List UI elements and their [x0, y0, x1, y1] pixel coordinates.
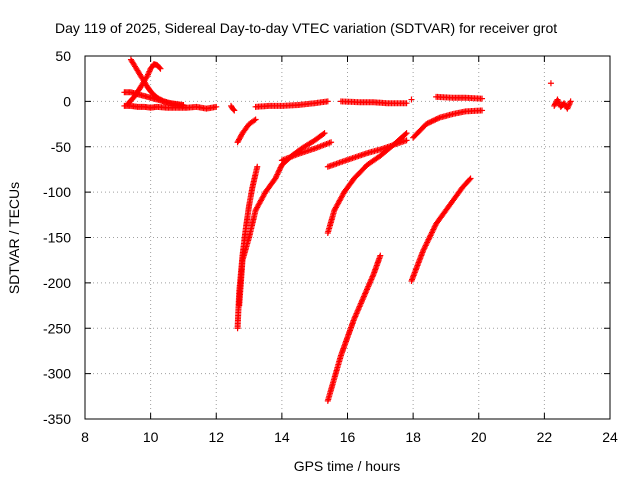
- data-point: [272, 175, 279, 182]
- series-18: [410, 107, 486, 141]
- data-point: [377, 252, 384, 259]
- data-point: [467, 175, 474, 182]
- y-tick-label: -50: [51, 139, 71, 155]
- data-point: [254, 163, 261, 170]
- series-8: [408, 96, 415, 103]
- data-point: [276, 167, 283, 174]
- series-7: [337, 98, 410, 107]
- y-axis-label: SDTVAR / TECUs: [6, 182, 22, 294]
- data-point: [275, 168, 282, 175]
- x-tick-label: 18: [405, 429, 421, 445]
- data-point: [213, 103, 220, 110]
- series-6: [252, 98, 331, 110]
- y-tick-label: -250: [43, 320, 71, 336]
- series-4: [228, 102, 238, 114]
- data-point: [403, 100, 410, 107]
- data-point: [433, 115, 440, 122]
- data-point: [402, 131, 409, 138]
- data-point: [273, 172, 280, 179]
- data-point: [479, 107, 486, 114]
- data-point: [466, 176, 473, 183]
- data-point: [231, 107, 238, 114]
- data-point: [251, 117, 258, 124]
- data-point: [277, 164, 284, 171]
- x-tick-label: 12: [208, 429, 224, 445]
- data-point: [156, 64, 163, 71]
- data-point: [328, 139, 335, 146]
- data-point: [321, 130, 328, 137]
- data-point: [324, 98, 331, 105]
- data-point: [427, 119, 434, 126]
- data-point: [431, 117, 438, 124]
- series-9: [433, 93, 486, 102]
- data-point: [479, 95, 486, 102]
- data-point: [252, 116, 259, 123]
- x-tick-label: 8: [81, 429, 89, 445]
- data-point: [547, 80, 554, 87]
- data-point: [403, 130, 410, 137]
- x-tick-label: 22: [537, 429, 553, 445]
- series-2: [127, 56, 187, 109]
- grid: [85, 56, 610, 419]
- x-tick-label: 14: [274, 429, 290, 445]
- series-17: [324, 252, 384, 404]
- y-tick-label: -100: [43, 184, 71, 200]
- data-point: [230, 106, 237, 113]
- y-tick-label: -200: [43, 275, 71, 291]
- data-point: [567, 98, 574, 105]
- data-point: [435, 115, 442, 122]
- series-10: [547, 80, 554, 87]
- x-axis-label: GPS time / hours: [294, 458, 401, 474]
- x-tick-label: 20: [471, 429, 487, 445]
- series-11: [551, 96, 574, 112]
- series-14: [278, 139, 335, 164]
- data-point: [403, 137, 410, 144]
- data-point: [274, 170, 281, 177]
- data-point: [180, 102, 187, 109]
- series-15: [324, 130, 410, 236]
- data-point: [157, 65, 164, 72]
- data-point: [432, 116, 439, 123]
- series-3: [124, 61, 164, 108]
- y-tick-label: -350: [43, 411, 71, 427]
- data-point: [272, 174, 279, 181]
- x-tick-label: 24: [602, 429, 618, 445]
- series-5: [234, 116, 259, 146]
- y-tick-label: -150: [43, 230, 71, 246]
- x-tick-label: 16: [340, 429, 356, 445]
- series-19: [408, 175, 474, 285]
- data-points: [121, 56, 574, 404]
- series-16: [324, 137, 410, 170]
- y-tick-label: -300: [43, 366, 71, 382]
- y-tick-label: 50: [55, 48, 71, 64]
- data-point: [159, 97, 166, 104]
- data-point: [276, 165, 283, 172]
- data-point: [428, 118, 435, 125]
- data-point: [429, 117, 436, 124]
- data-point: [408, 96, 415, 103]
- chart-title: Day 119 of 2025, Sidereal Day-to-day VTE…: [55, 20, 557, 36]
- data-point: [274, 171, 281, 178]
- axes: 8 10 12 14 16 18 20 22 24 50 0 -50 -100 -150 -200 -250 -…: [43, 48, 618, 445]
- data-point: [423, 121, 430, 128]
- data-point: [424, 120, 431, 127]
- data-point: [320, 131, 327, 138]
- data-point: [425, 119, 432, 126]
- x-tick-label: 10: [143, 429, 159, 445]
- y-tick-label: 0: [63, 93, 71, 109]
